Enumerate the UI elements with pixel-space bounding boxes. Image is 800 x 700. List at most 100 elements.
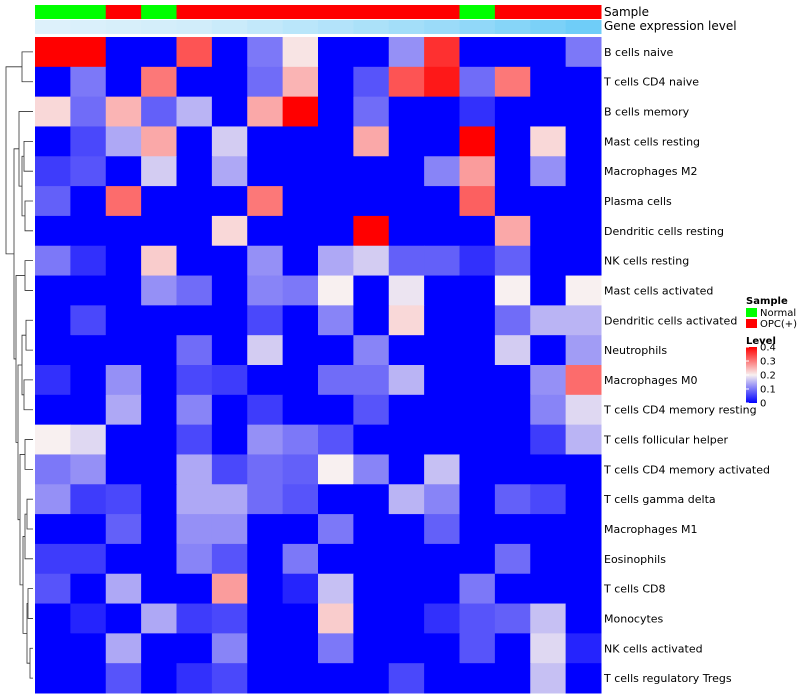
- cell-t-cells-follicular-helper-7: [247, 424, 284, 455]
- cell-neutrophils-11: [388, 335, 425, 366]
- sample-anno-cell-6: [211, 5, 248, 19]
- cell-neutrophils-14: [494, 335, 531, 366]
- cell-mast-cells-resting-13: [459, 126, 496, 157]
- cell-dendritic-cells-activated-13: [459, 305, 496, 336]
- cell-t-cells-follicular-helper-8: [282, 424, 319, 455]
- cell-macrophages-m0-1: [35, 365, 71, 396]
- row-label-macrophages-m0: Macrophages M0: [604, 374, 697, 387]
- cell-t-cells-cd4-memory-resting-6: [211, 394, 248, 426]
- cell-nk-cells-resting-11: [388, 245, 425, 277]
- cell-dendritic-cells-activated-5: [176, 305, 213, 336]
- gene-anno-cell-4: [141, 20, 177, 34]
- cell-nk-cells-activated-12: [424, 633, 460, 664]
- cell-plasma-cells-13: [459, 186, 496, 217]
- cell-eosinophils-6: [211, 543, 248, 575]
- sample-anno-cell-7: [247, 5, 284, 19]
- cell-mast-cells-resting-7: [247, 126, 284, 157]
- cell-macrophages-m0-2: [70, 365, 107, 396]
- cell-t-cells-cd4-memory-resting-1: [35, 394, 71, 426]
- cell-t-cells-regulatory-tregs-1: [35, 663, 71, 694]
- cell-dendritic-cells-resting-13: [459, 215, 496, 247]
- cell-plasma-cells-2: [70, 186, 107, 217]
- row-dendrogram: [5, 51, 33, 679]
- dendrogram-branch-15: [26, 603, 30, 664]
- sample-anno-cell-5: [176, 5, 213, 19]
- cell-t-cells-follicular-helper-3: [105, 424, 142, 455]
- cell-plasma-cells-8: [282, 186, 319, 217]
- row-label-t-cells-cd4-naive: T cells CD4 naive: [603, 76, 699, 89]
- cell-nk-cells-resting-6: [211, 245, 248, 277]
- cell-nk-cells-resting-3: [105, 245, 142, 277]
- cell-t-cells-cd4-memory-activated-11: [388, 454, 425, 485]
- dendrogram-branch-1: [21, 51, 33, 83]
- cell-b-cells-naive-12: [424, 37, 460, 68]
- cell-nk-cells-activated-6: [211, 633, 248, 664]
- sample-anno-cell-14: [494, 5, 531, 19]
- cell-t-cells-cd4-memory-activated-2: [70, 454, 107, 485]
- cell-t-cells-gamma-delta-1: [35, 484, 71, 515]
- cell-dendritic-cells-activated-8: [282, 305, 319, 336]
- cell-macrophages-m1-16: [565, 514, 602, 545]
- cell-dendritic-cells-resting-10: [353, 215, 390, 247]
- cell-eosinophils-9: [318, 543, 354, 575]
- cell-t-cells-cd4-memory-resting-7: [247, 394, 284, 426]
- gene-anno-cell-12: [424, 20, 460, 34]
- cell-macrophages-m2-14: [494, 156, 531, 187]
- cell-macrophages-m2-4: [141, 156, 177, 187]
- cell-mast-cells-activated-4: [141, 275, 177, 306]
- sample-annotation-label: Sample: [604, 5, 649, 19]
- cell-t-cells-cd8-2: [70, 573, 107, 605]
- cell-b-cells-memory-16: [565, 96, 602, 127]
- cell-nk-cells-activated-2: [70, 633, 107, 664]
- legend-level-title: Level: [746, 336, 776, 347]
- cell-nk-cells-activated-7: [247, 633, 284, 664]
- cell-t-cells-regulatory-tregs-2: [70, 663, 107, 694]
- row-label-t-cells-cd4-memory-resting: T cells CD4 memory resting: [603, 404, 757, 417]
- level-tick-label-0: 0.4: [760, 343, 776, 354]
- row-label-mast-cells-activated: Mast cells activated: [604, 284, 713, 297]
- gene-anno-cell-7: [247, 20, 284, 34]
- legend-level-ticks: 0.4 0.3 0.2 0.1 0: [746, 343, 776, 410]
- cell-neutrophils-13: [459, 335, 496, 366]
- cell-t-cells-gamma-delta-6: [211, 484, 248, 515]
- cell-macrophages-m1-2: [70, 514, 107, 545]
- level-tick-label-4: 0: [760, 399, 766, 410]
- cell-nk-cells-activated-13: [459, 633, 496, 664]
- cell-t-cells-cd4-naive-12: [424, 66, 460, 98]
- level-tick-label-3: 0.1: [760, 385, 776, 396]
- legend-label-normal: Normal: [760, 308, 796, 319]
- cell-nk-cells-activated-11: [388, 633, 425, 664]
- cell-t-cells-cd4-naive-11: [388, 66, 425, 98]
- row-label-t-cells-gamma-delta: T cells gamma delta: [603, 493, 716, 506]
- cell-t-cells-cd4-memory-activated-1: [35, 454, 71, 485]
- cell-t-cells-cd4-naive-1: [35, 66, 71, 98]
- cell-mast-cells-resting-15: [530, 126, 567, 157]
- dendrogram-branch-14: [29, 647, 33, 679]
- cell-mast-cells-activated-12: [424, 275, 460, 306]
- cell-dendritic-cells-activated-3: [105, 305, 142, 336]
- cell-t-cells-cd4-naive-9: [318, 66, 354, 98]
- cell-t-cells-follicular-helper-6: [211, 424, 248, 455]
- cell-macrophages-m1-9: [318, 514, 354, 545]
- cell-b-cells-memory-6: [211, 96, 248, 127]
- cell-eosinophils-11: [388, 543, 425, 575]
- cell-eosinophils-12: [424, 543, 460, 575]
- cell-b-cells-naive-3: [105, 37, 142, 68]
- cell-monocytes-13: [459, 603, 496, 634]
- cell-dendritic-cells-resting-5: [176, 215, 213, 247]
- gene-anno-cell-5: [176, 20, 213, 34]
- sample-anno-cell-2: [70, 5, 107, 19]
- cell-dendritic-cells-activated-7: [247, 305, 284, 336]
- cell-t-cells-cd4-memory-activated-13: [459, 454, 496, 485]
- cell-b-cells-memory-15: [530, 96, 567, 127]
- sample-anno-cell-16: [565, 5, 602, 19]
- cell-b-cells-naive-2: [70, 37, 107, 68]
- cell-b-cells-naive-10: [353, 37, 390, 68]
- cell-t-cells-regulatory-tregs-8: [282, 663, 319, 694]
- sample-anno-cell-9: [318, 5, 354, 19]
- cell-b-cells-memory-4: [141, 96, 177, 127]
- legend-label-opc: OPC(+): [760, 319, 797, 330]
- cell-neutrophils-15: [530, 335, 567, 366]
- cell-mast-cells-activated-9: [318, 275, 354, 306]
